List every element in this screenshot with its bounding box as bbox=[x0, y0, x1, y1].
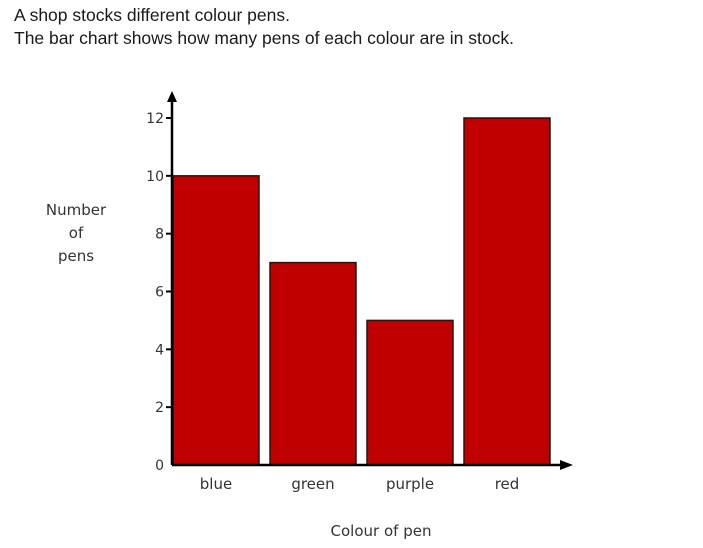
question-line-1: A shop stocks different colour pens. bbox=[14, 5, 290, 25]
y-axis-label-line-1: Number bbox=[46, 201, 107, 219]
bar-green bbox=[269, 261, 357, 466]
y-axis-label-line-3: pens bbox=[58, 247, 94, 265]
y-tick-label-2: 2 bbox=[155, 400, 164, 416]
y-tick-label-4: 4 bbox=[155, 342, 164, 358]
x-tick-label-blue: blue bbox=[200, 475, 232, 493]
x-axis-label: Colour of pen bbox=[331, 522, 432, 540]
question-text: A shop stocks different colour pens. The… bbox=[14, 4, 514, 50]
x-tick-label-green: green bbox=[291, 475, 334, 493]
y-tick-label-0: 0 bbox=[155, 458, 164, 474]
y-tick-label-10: 10 bbox=[146, 169, 164, 185]
bars-group bbox=[172, 117, 551, 466]
y-axis-label-line-2: of bbox=[69, 224, 84, 242]
x-axis-arrow bbox=[560, 460, 573, 470]
x-category-labels: blue green purple red bbox=[200, 475, 520, 493]
x-tick-label-red: red bbox=[495, 475, 520, 493]
y-tick-label-8: 8 bbox=[155, 227, 164, 243]
y-tick-label-6: 6 bbox=[155, 285, 164, 301]
bar-purple bbox=[366, 319, 454, 466]
bar-red bbox=[463, 117, 551, 466]
question-line-2: The bar chart shows how many pens of eac… bbox=[14, 28, 514, 48]
y-axis-arrow bbox=[167, 91, 177, 102]
y-tick-label-12: 12 bbox=[146, 111, 164, 127]
bar-blue bbox=[172, 175, 260, 466]
x-tick-label-purple: purple bbox=[386, 475, 434, 493]
y-ticks-group: 0 2 4 6 8 10 12 bbox=[146, 111, 172, 474]
